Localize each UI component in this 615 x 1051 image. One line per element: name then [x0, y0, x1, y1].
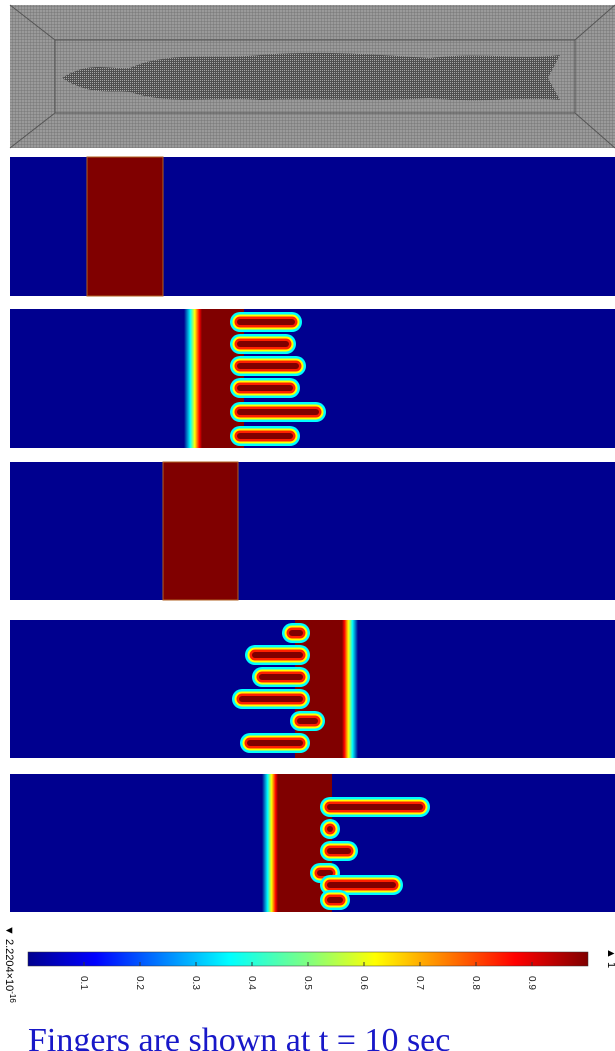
- colorbar-tick-label: 0.9: [526, 976, 537, 990]
- colorbar-max-text: 1: [605, 962, 615, 968]
- colorbar-min-label: ▼ 2.2204×10-16: [3, 925, 17, 1003]
- colorbar-tick-label: 0.3: [190, 976, 201, 990]
- mesh-panel: [10, 5, 615, 148]
- colorbar-min-exponent: -16: [8, 991, 17, 1003]
- panel-4: [10, 462, 615, 600]
- colorbar-axis: 0.1 0.2 0.3 0.4 0.5 0.6 0.7 0.8 0.9: [78, 962, 537, 990]
- figure: 0.1 0.2 0.3 0.4 0.5 0.6 0.7 0.8 0.9 ▼ 2.2204×10-…: [0, 0, 615, 1051]
- colorbar-tick-label: 0.6: [358, 976, 369, 990]
- caption: Fingers are shown at t = 10 sec: [28, 1022, 450, 1051]
- panel-6: [10, 774, 615, 912]
- panel-5: [10, 620, 615, 758]
- figure-panels: 0.1 0.2 0.3 0.4 0.5 0.6 0.7 0.8 0.9 ▼ 2.2204×10-…: [0, 0, 615, 1051]
- colorbar-max-label: ▲ 1: [605, 948, 615, 968]
- panel-2: [10, 157, 615, 296]
- colorbar-tick-label: 0.2: [134, 976, 145, 990]
- colorbar-tick-label: 0.8: [470, 976, 481, 990]
- panel-3: [10, 309, 615, 448]
- colorbar-tick-label: 0.7: [414, 976, 425, 990]
- colorbar-tick-label: 0.4: [246, 976, 257, 990]
- colorbar-tick-label: 0.5: [302, 976, 313, 990]
- colorbar-min-text: 2.2204×10: [3, 939, 15, 991]
- colorbar-tick-label: 0.1: [78, 976, 89, 990]
